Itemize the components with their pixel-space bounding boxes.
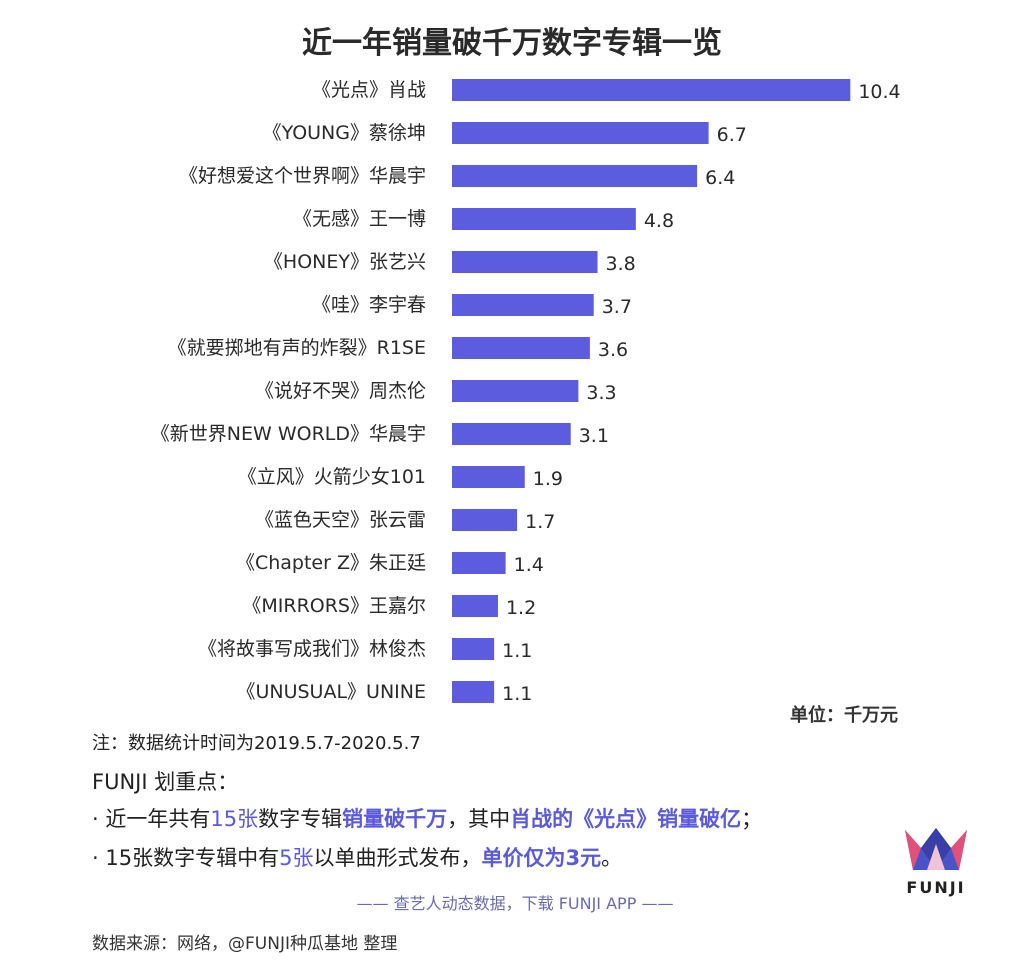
bar (452, 122, 709, 144)
value-label: 1.4 (514, 554, 544, 576)
bar (452, 294, 594, 316)
bar (452, 552, 506, 574)
category-label: 《无感》王一博 (293, 208, 426, 230)
bar (452, 380, 579, 402)
bullet2-text-2: 以单曲形式发布， (313, 846, 482, 870)
value-label: 6.7 (717, 124, 747, 146)
bullet1-text-2: 数字专辑 (258, 807, 343, 831)
date-range-note: 注：数据统计时间为2019.5.7-2020.5.7 (92, 733, 421, 754)
bar (452, 466, 525, 488)
value-label: 6.4 (705, 167, 735, 189)
category-label: 《哇》李宇春 (312, 294, 426, 316)
bar (452, 681, 495, 703)
value-label: 4.8 (644, 210, 674, 232)
bar (452, 509, 518, 531)
category-label: 《就要掷地有声的炸裂》R1SE (168, 337, 426, 359)
bar (452, 251, 598, 273)
bar (452, 423, 571, 445)
bullet1-text-3: ，其中 (447, 807, 511, 831)
bullet2-highlight: 单价仅为3元 (481, 846, 602, 870)
category-label: 《YOUNG》蔡徐坤 (263, 122, 426, 144)
category-label: 《UNUSUAL》UNINE (236, 681, 426, 703)
value-label: 1.7 (525, 511, 555, 533)
chart-title: 近一年销量破千万数字专辑一览 (302, 26, 722, 61)
category-label: 《新世界NEW WORLD》华晨宇 (151, 423, 426, 445)
bullet-point-1: · 近一年共有15张数字专辑销量破千万，其中肖战的《光点》销量破亿； (92, 803, 762, 833)
bar (452, 208, 636, 230)
value-label: 3.3 (586, 382, 616, 404)
bar (452, 79, 851, 101)
bullet1-highlight-2: 肖战的《光点》销量破亿 (510, 807, 742, 831)
value-label: 3.8 (606, 253, 636, 275)
value-label: 3.1 (579, 425, 609, 447)
unit-label: 单位：千万元 (790, 705, 898, 726)
category-label: 《将故事写成我们》林俊杰 (198, 638, 426, 660)
category-label: 《立风》火箭少女101 (238, 466, 426, 488)
crown-icon (905, 828, 967, 870)
bullet2-count: 5张 (279, 846, 314, 870)
funji-heading: FUNJI 划重点： (92, 770, 239, 794)
bar (452, 638, 495, 660)
category-label: 《光点》肖战 (312, 79, 426, 101)
value-label: 3.7 (602, 296, 632, 318)
category-label: 《好想爱这个世界啊》华晨宇 (179, 165, 426, 187)
value-label: 1.2 (506, 597, 536, 619)
bullet1-text-4: ； (741, 807, 763, 831)
bar (452, 595, 498, 617)
value-label: 3.6 (598, 339, 628, 361)
value-label: 1.9 (533, 468, 563, 490)
category-label: 《说好不哭》周杰伦 (255, 380, 426, 402)
bullet1-highlight-1: 销量破千万 (342, 807, 448, 831)
value-label: 1.1 (502, 683, 532, 705)
bullet2-text-3: 。 (601, 846, 623, 870)
category-label: 《MIRRORS》王嘉尔 (242, 595, 426, 617)
funji-logo: FUNJI (898, 826, 974, 897)
value-label: 1.1 (502, 640, 532, 662)
category-label: 《蓝色天空》张云雷 (255, 509, 426, 531)
bullet2-text-1: · 15张数字专辑中有 (92, 846, 280, 870)
data-source: 数据来源：网络，@FUNJI种瓜基地 整理 (92, 934, 398, 954)
value-label: 10.4 (858, 81, 900, 103)
category-label: 《Chapter Z》朱正廷 (236, 552, 426, 574)
bullet1-text-1: · 近一年共有 (92, 807, 211, 831)
logo-text: FUNJI (906, 878, 966, 897)
bar (452, 165, 698, 187)
app-promo: —— 查艺人动态数据，下载 FUNJI APP —— (356, 894, 674, 913)
bullet1-count: 15张 (210, 807, 259, 831)
bullet-point-2: · 15张数字专辑中有5张以单曲形式发布，单价仅为3元。 (92, 842, 622, 872)
category-label: 《HONEY》张艺兴 (264, 251, 426, 273)
bar (452, 337, 590, 359)
